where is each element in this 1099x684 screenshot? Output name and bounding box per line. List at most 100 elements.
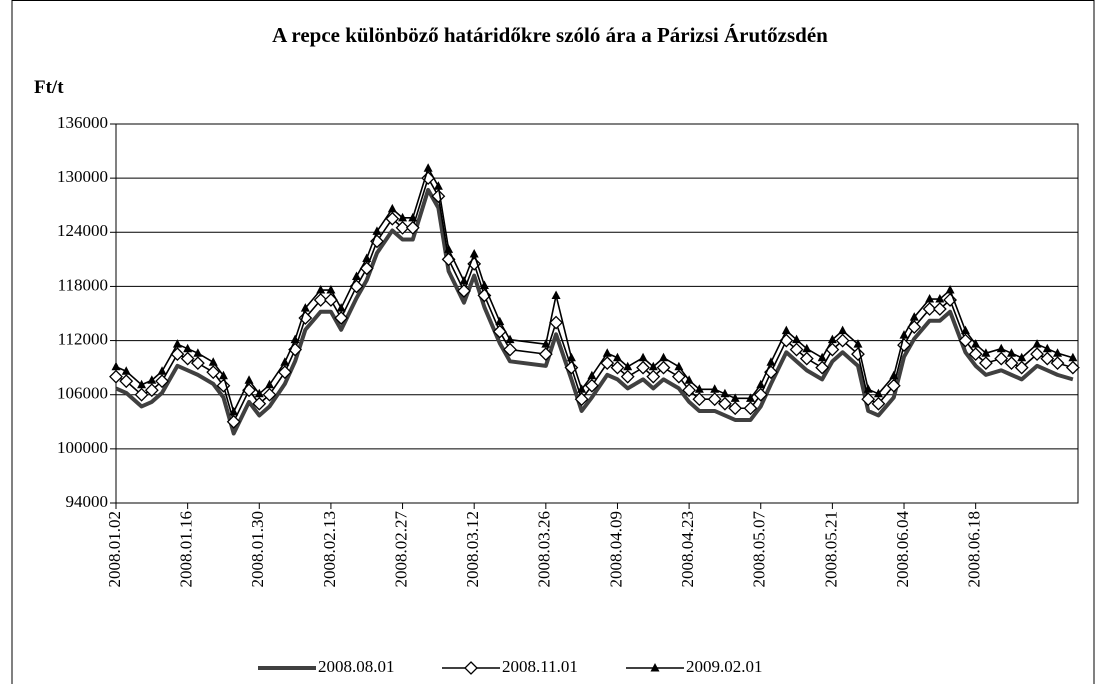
- diamond-marker: [978, 356, 993, 371]
- triangle-marker: [111, 361, 121, 371]
- diamond-marker: [1040, 351, 1055, 366]
- x-tick-label: 2008.02.13: [320, 511, 339, 588]
- triangle-marker: [1042, 343, 1052, 353]
- chart-title: A repce különböző határidőkre szóló ára …: [272, 23, 828, 47]
- triangle-marker: [1068, 352, 1078, 362]
- diamond-marker: [922, 302, 937, 316]
- triangle-marker: [398, 212, 408, 222]
- triangle-marker: [971, 339, 981, 348]
- triangle-marker: [300, 303, 310, 312]
- diamond-marker: [871, 396, 886, 411]
- triangle-marker: [218, 370, 228, 380]
- triangle-marker: [817, 352, 827, 362]
- diamond-marker: [538, 347, 553, 362]
- diamond-marker: [861, 392, 876, 407]
- legend-marker: [650, 663, 660, 672]
- triangle-marker: [694, 384, 704, 393]
- triangle-marker: [541, 339, 551, 348]
- triangle-marker: [433, 181, 443, 190]
- triangle-marker: [1017, 352, 1027, 362]
- triangle-marker: [505, 334, 515, 344]
- triangle-marker: [459, 276, 469, 285]
- triangle-marker: [265, 379, 275, 389]
- triangle-marker: [495, 316, 505, 326]
- triangle-marker: [183, 343, 193, 353]
- triangle-marker: [945, 285, 955, 294]
- diamond-marker: [155, 374, 169, 389]
- diamond-marker: [1050, 356, 1065, 371]
- triangle-marker: [730, 393, 740, 402]
- triangle-marker: [602, 348, 612, 357]
- triangle-marker: [587, 370, 597, 380]
- triangle-marker: [853, 339, 863, 348]
- triangle-marker: [623, 361, 633, 371]
- triangle-marker: [254, 388, 264, 398]
- diamond-marker: [584, 378, 599, 393]
- y-tick-label: 94000: [66, 492, 109, 511]
- diamond-marker: [252, 396, 267, 411]
- diamond-marker: [385, 211, 400, 226]
- diamond-marker: [620, 369, 635, 384]
- triangle-marker: [612, 352, 622, 362]
- diamond-marker: [600, 356, 615, 371]
- triangle-marker: [925, 294, 935, 303]
- x-tick-label: 2008.06.18: [965, 511, 984, 588]
- triangle-marker: [1006, 348, 1016, 357]
- triangle-marker: [802, 343, 812, 353]
- diamond-marker: [134, 387, 149, 402]
- x-tick-label: 2008.01.30: [248, 511, 267, 588]
- triangle-marker: [863, 384, 873, 393]
- diamond-marker: [835, 333, 850, 348]
- diamond-marker: [144, 383, 159, 398]
- triangle-marker: [147, 375, 157, 384]
- triangle-marker: [326, 285, 336, 294]
- diamond-marker: [109, 369, 123, 384]
- x-tick-label: 2008.06.04: [893, 511, 912, 588]
- triangle-marker: [290, 334, 300, 344]
- diamond-marker: [958, 333, 973, 348]
- triangle-marker: [387, 203, 397, 213]
- triangle-marker: [577, 384, 587, 393]
- diamond-marker: [610, 360, 625, 375]
- x-tick-label: 2008.05.07: [750, 511, 769, 588]
- legend-marker: [464, 661, 478, 675]
- diamond-marker: [646, 369, 661, 384]
- diamond-marker: [994, 351, 1009, 366]
- diamond-marker: [1065, 360, 1080, 375]
- triangle-marker: [372, 226, 382, 235]
- triangle-marker: [996, 343, 1006, 353]
- diamond-marker: [671, 369, 686, 384]
- diamond-marker: [1004, 356, 1019, 371]
- diamond-marker: [206, 365, 221, 380]
- triangle-marker: [873, 388, 883, 398]
- triangle-marker: [638, 352, 648, 362]
- triangle-marker: [208, 357, 218, 366]
- triangle-marker: [157, 366, 167, 375]
- x-tick-label: 2008.02.27: [391, 511, 410, 588]
- diamond-marker: [313, 293, 328, 307]
- series-line: [115, 187, 1074, 436]
- y-tick-label: 106000: [57, 384, 108, 403]
- x-tick-label: 2008.04.09: [606, 511, 625, 588]
- diamond-marker: [718, 396, 732, 411]
- diamond-marker: [743, 401, 758, 416]
- x-tick-label: 2008.03.12: [463, 511, 482, 588]
- diamond-marker: [753, 387, 768, 402]
- diamond-marker: [277, 365, 292, 380]
- triangle-marker: [316, 285, 326, 294]
- legend-label: 2009.02.01: [686, 657, 763, 676]
- diamond-marker: [503, 342, 517, 357]
- diamond-marker: [789, 342, 804, 357]
- diamond-marker: [1014, 360, 1029, 375]
- diamond-marker: [190, 356, 205, 371]
- triangle-marker: [781, 325, 791, 335]
- diamond-marker: [682, 383, 697, 398]
- legend-label: 2008.08.01: [318, 657, 395, 676]
- diamond-marker: [119, 374, 134, 389]
- diamond-marker: [226, 414, 241, 429]
- triangle-marker: [889, 370, 899, 380]
- triangle-marker: [172, 339, 182, 348]
- triangle-marker: [960, 325, 970, 335]
- triangle-marker: [121, 366, 131, 375]
